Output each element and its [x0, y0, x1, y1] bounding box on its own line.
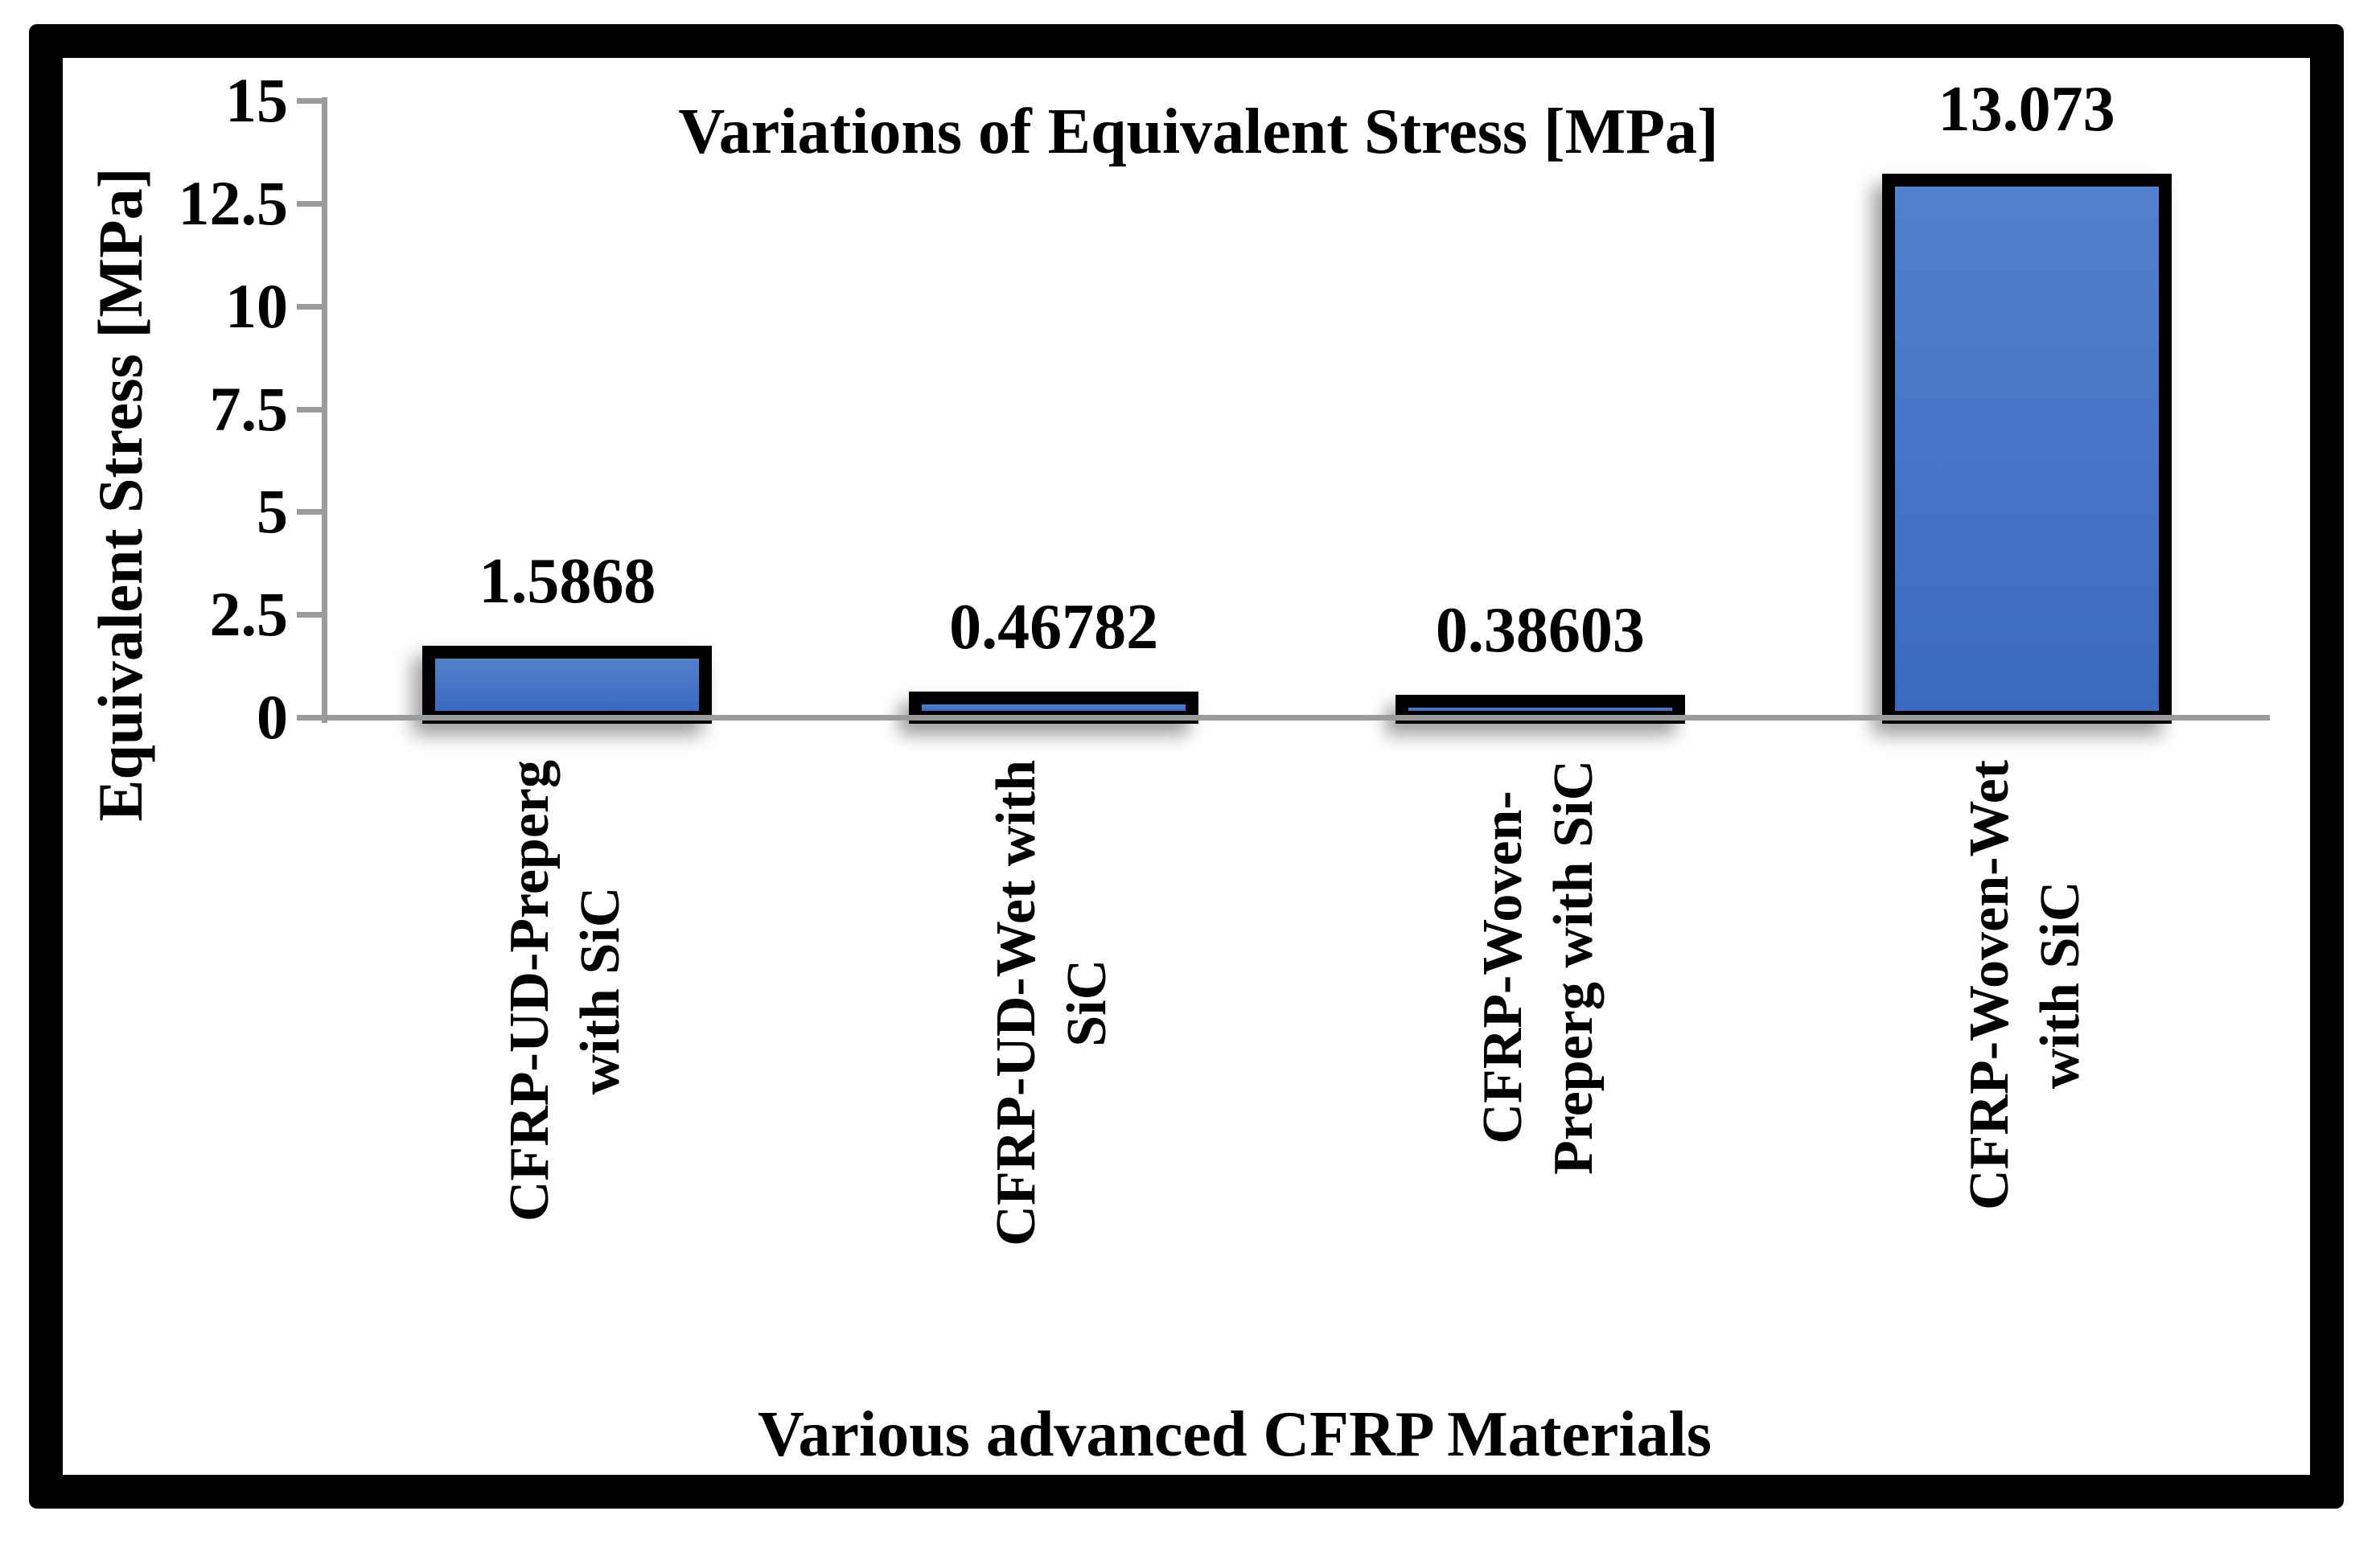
- x-axis-title: Various advanced CFRP Materials: [758, 1399, 1712, 1470]
- y-axis-tick-label: 12.5: [178, 167, 289, 238]
- y-axis-tick-label: 2.5: [209, 579, 289, 650]
- y-axis-tick: [297, 612, 324, 618]
- category-label: CFRP-Woven- Preperg with SiC: [1468, 760, 1613, 1371]
- y-axis-tick: [297, 303, 324, 310]
- x-axis-line: [322, 715, 2270, 721]
- y-axis-tick-label: 10: [225, 270, 288, 341]
- bar-value-label: 1.5868: [479, 545, 656, 617]
- y-axis-tick: [297, 98, 324, 104]
- category-label-text: CFRP-Woven-Wet with SiC: [1958, 760, 2091, 1210]
- category-label: CFRP-UD-Wet with SiC: [981, 760, 1126, 1371]
- y-axis-line: [322, 97, 327, 723]
- category-label-text: CFRP-Woven- Preperg with SiC: [1471, 760, 1605, 1175]
- chart-title: Variations of Equivalent Stress [MPa]: [678, 96, 1719, 167]
- y-axis-tick: [297, 406, 324, 413]
- bar-value-label: 0.46782: [949, 592, 1159, 663]
- category-label: CFRP-UD-Preperg with SiC: [495, 760, 639, 1371]
- bar: [422, 645, 713, 724]
- category-label-text: CFRP-UD-Wet with SiC: [985, 760, 1119, 1246]
- bar-value-label: 0.38603: [1435, 595, 1645, 667]
- y-axis-tick: [297, 200, 324, 207]
- y-axis-tick-label: 15: [225, 65, 288, 135]
- y-axis-tick-label: 5: [257, 476, 288, 547]
- bar-value-label: 13.073: [1938, 73, 2115, 145]
- y-axis-tick-label: 7.5: [209, 373, 289, 444]
- category-label: CFRP-Woven-Wet with SiC: [1955, 760, 2099, 1371]
- bar: [1881, 173, 2172, 724]
- category-label-text: CFRP-UD-Preperg with SiC: [499, 760, 632, 1222]
- y-axis-tick: [297, 715, 324, 721]
- y-axis-tick-label: 0: [257, 682, 288, 752]
- y-axis-tick: [297, 509, 324, 515]
